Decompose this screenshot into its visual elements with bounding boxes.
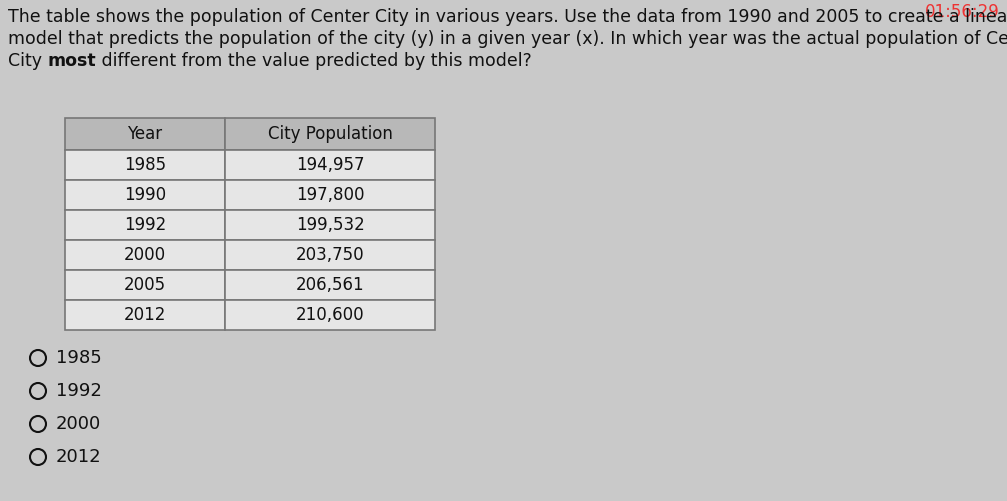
Text: 2000: 2000 [56,415,102,433]
Text: 2012: 2012 [124,306,166,324]
Bar [225,240,435,270]
Text: 203,750: 203,750 [296,246,365,264]
Text: City Population: City Population [268,125,393,143]
Text: model that predicts the population of the city (y) in a given year (x). In which: model that predicts the population of th… [8,30,1007,48]
Bar [65,270,225,300]
Text: Year: Year [128,125,162,143]
Bar [65,210,225,240]
Text: 194,957: 194,957 [296,156,365,174]
Text: 210,600: 210,600 [296,306,365,324]
Text: 01:56:29: 01:56:29 [925,3,1000,21]
Text: 1992: 1992 [124,216,166,234]
Bar [225,270,435,300]
Bar [225,118,435,150]
Bar [65,300,225,330]
Bar [65,118,225,150]
Text: most: most [47,52,96,70]
Text: 1985: 1985 [56,349,102,367]
Text: City: City [8,52,47,70]
Text: 206,561: 206,561 [296,276,365,294]
Bar [225,180,435,210]
Text: 1985: 1985 [124,156,166,174]
Text: 2012: 2012 [56,448,102,466]
Bar [65,240,225,270]
Bar [225,150,435,180]
Text: 199,532: 199,532 [296,216,365,234]
Bar [225,210,435,240]
Text: 2005: 2005 [124,276,166,294]
Bar [65,150,225,180]
Text: 197,800: 197,800 [296,186,365,204]
Bar [65,180,225,210]
Text: The table shows the population of Center City in various years. Use the data fro: The table shows the population of Center… [8,8,1007,26]
Bar [225,300,435,330]
Text: 1992: 1992 [56,382,102,400]
Text: different from the value predicted by this model?: different from the value predicted by th… [96,52,532,70]
Text: 2000: 2000 [124,246,166,264]
Text: 1990: 1990 [124,186,166,204]
